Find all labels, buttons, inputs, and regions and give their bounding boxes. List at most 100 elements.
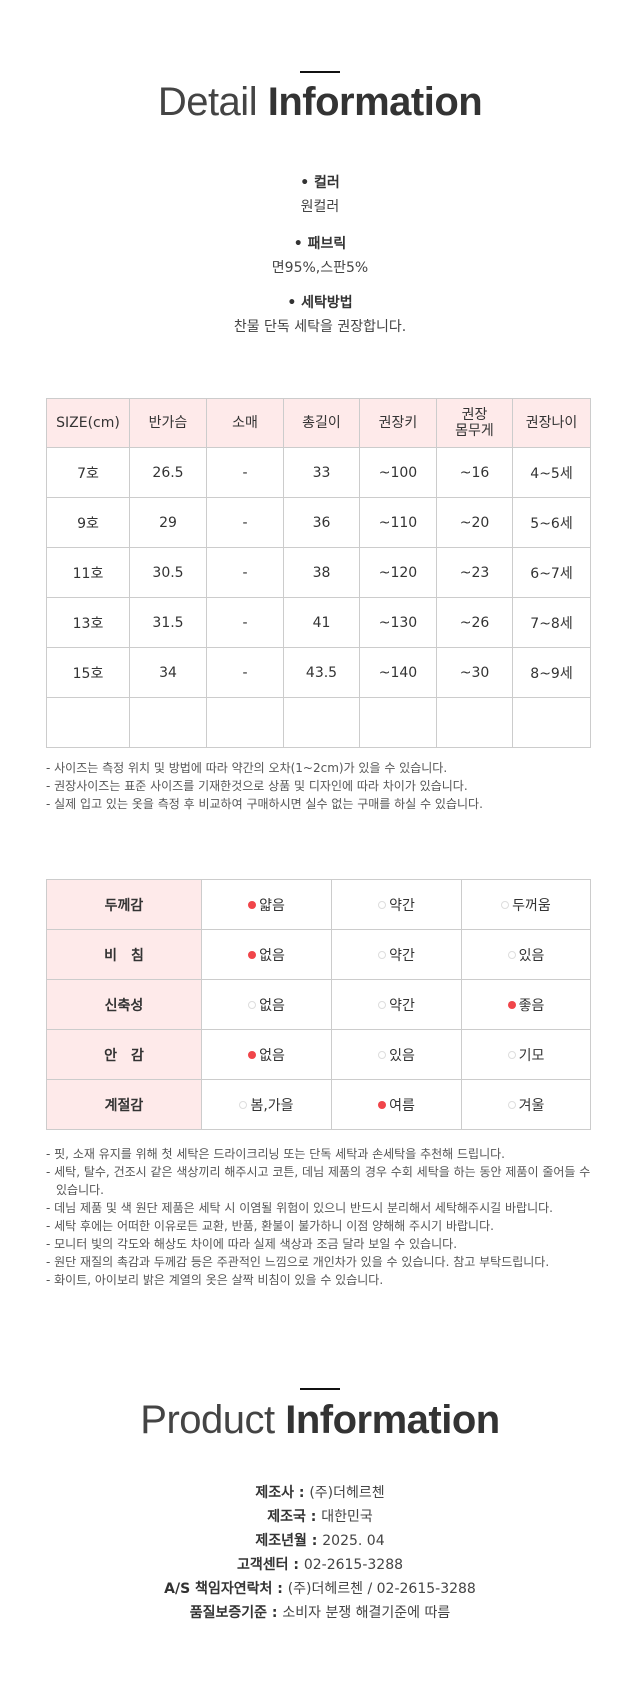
fabric-option: 두꺼움	[461, 879, 591, 930]
size-cell: 31.5	[129, 597, 207, 648]
size-cell	[359, 697, 437, 748]
unselected-dot-icon	[501, 900, 510, 909]
size-cell: -	[206, 497, 284, 548]
size-cell: 7호	[46, 447, 130, 498]
size-cell	[46, 697, 130, 748]
size-cell: -	[206, 447, 284, 498]
size-cell	[436, 697, 513, 748]
info-label: 제조년월 :	[255, 1533, 323, 1549]
spec-value: 원컬러	[300, 199, 340, 215]
size-cell: 6~7세	[512, 547, 591, 598]
spec-color: • 컬러 원컬러	[0, 172, 640, 216]
size-cell: ~100	[359, 447, 437, 498]
fabric-attribute-label: 안 감	[46, 1029, 202, 1080]
title-light: Detail	[157, 80, 258, 124]
option-label: 겨울	[518, 1097, 545, 1114]
size-cell: ~16	[436, 447, 513, 498]
info-value: 02-2615-3288	[303, 1557, 404, 1573]
section-divider	[300, 1388, 340, 1390]
option-label: 약간	[389, 997, 415, 1014]
info-value: 소비자 분쟁 해결기준에 따름	[282, 1605, 451, 1621]
size-cell: 7~8세	[512, 597, 591, 648]
size-cell: 8~9세	[512, 647, 591, 698]
unselected-dot-icon	[507, 1050, 516, 1059]
info-label: A/S 책임자연락처 :	[164, 1581, 288, 1597]
info-label: 고객센터 :	[236, 1557, 304, 1573]
spec-label: • 세탁방법	[287, 295, 353, 311]
note-line: - 실제 입고 있는 옷을 측정 후 비교하여 구매하시면 실수 없는 구매를 …	[46, 797, 483, 811]
size-cell: ~23	[436, 547, 513, 598]
fabric-option: 있음	[461, 929, 591, 980]
option-label: 약간	[389, 897, 415, 914]
spec-label: • 패브릭	[293, 236, 347, 252]
size-cell: -	[206, 647, 284, 698]
spec-value: 면95%,스판5%	[271, 260, 369, 276]
selected-dot-icon	[248, 1050, 257, 1059]
info-line: 고객센터 : 02-2615-3288	[0, 1553, 640, 1577]
selected-dot-icon	[248, 900, 257, 909]
note-line: - 세탁, 탈수, 건조시 같은 색상끼리 해주시고 코튼, 데님 제품의 경우…	[46, 1165, 591, 1197]
note-line: - 원단 재질의 촉감과 두께감 등은 주관적인 느낌으로 개인차가 있을 수 …	[46, 1255, 550, 1269]
fabric-option: 약간	[331, 929, 462, 980]
size-notes: - 사이즈는 측정 위치 및 방법에 따라 약간의 오차(1~2cm)가 있을 …	[46, 759, 596, 813]
title-bold: Information	[267, 80, 483, 124]
unselected-dot-icon	[507, 1100, 516, 1109]
fabric-option: 약간	[331, 879, 462, 930]
fabric-option: 얇음	[201, 879, 332, 930]
size-cell: ~120	[359, 547, 437, 598]
size-cell: 13호	[46, 597, 130, 648]
fabric-attribute-label: 신축성	[46, 979, 202, 1030]
option-label: 얇음	[259, 897, 285, 914]
size-cell: 4~5세	[512, 447, 591, 498]
table-row: 15호 34-43.5 ~140 ~30 8~9세	[46, 647, 591, 698]
size-cell: 9호	[46, 497, 130, 548]
option-label: 기모	[518, 1047, 545, 1064]
size-cell	[206, 697, 284, 748]
option-label: 여름	[389, 1097, 415, 1114]
unselected-dot-icon	[378, 1000, 387, 1009]
size-cell: 43.5	[283, 647, 360, 698]
option-label: 약간	[389, 947, 415, 964]
size-header-cell: 권장나이	[512, 398, 591, 448]
fabric-option: 좋음	[461, 979, 591, 1030]
option-label: 있음	[389, 1047, 415, 1064]
info-value: 대한민국	[321, 1509, 373, 1525]
title-light: Product	[140, 1398, 275, 1442]
unselected-dot-icon	[378, 1050, 387, 1059]
info-line: A/S 책임자연락처 : (주)더헤르첸 / 02-2615-3288	[0, 1577, 640, 1601]
fabric-attribute-label: 두께감	[46, 879, 202, 930]
info-line: 품질보증기준 : 소비자 분쟁 해결기준에 따름	[0, 1601, 640, 1625]
detail-title: Detail Information	[0, 80, 640, 125]
fabric-option: 기모	[461, 1029, 591, 1080]
size-cell: ~110	[359, 497, 437, 548]
note-line: - 세탁 후에는 어떠한 이유로든 교환, 반품, 환불이 불가하니 이점 양해…	[46, 1219, 494, 1233]
unselected-dot-icon	[378, 900, 387, 909]
table-row: 7호 26.5-33 ~100 ~16 4~5세	[46, 447, 591, 498]
fabric-attribute-label: 비 침	[46, 929, 202, 980]
option-label: 두꺼움	[512, 897, 551, 914]
size-cell: 26.5	[129, 447, 207, 498]
size-cell: 36	[283, 497, 360, 548]
option-label: 없음	[259, 997, 285, 1014]
note-line: - 화이트, 아이보리 밝은 계열의 옷은 살짝 비침이 있을 수 있습니다.	[46, 1273, 384, 1287]
fabric-option: 약간	[331, 979, 462, 1030]
note-line: - 사이즈는 측정 위치 및 방법에 따라 약간의 오차(1~2cm)가 있을 …	[46, 761, 448, 775]
fabric-option: 겨울	[461, 1079, 591, 1130]
unselected-dot-icon	[378, 950, 387, 959]
size-cell: -	[206, 547, 284, 598]
fabric-option: 없음	[201, 979, 332, 1030]
option-label: 좋음	[518, 997, 545, 1014]
size-cell	[512, 697, 591, 748]
product-title: Product Information	[0, 1398, 640, 1443]
table-row: 13호 31.5-41 ~130 ~26 7~8세	[46, 597, 591, 648]
size-cell: ~26	[436, 597, 513, 648]
size-cell: 34	[129, 647, 207, 698]
size-cell: ~20	[436, 497, 513, 548]
spec-value: 찬물 단독 세탁을 권장합니다.	[233, 319, 407, 335]
selected-dot-icon	[248, 950, 257, 959]
unselected-dot-icon	[507, 950, 516, 959]
size-cell	[129, 697, 207, 748]
selected-dot-icon	[507, 1000, 516, 1009]
